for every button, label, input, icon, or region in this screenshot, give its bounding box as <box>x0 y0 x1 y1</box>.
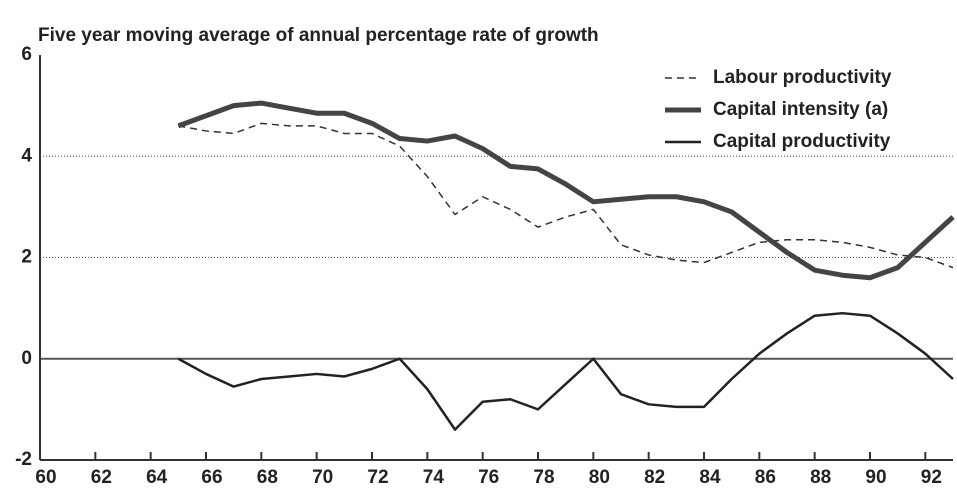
series-line <box>177 311 954 431</box>
x-tick-label: 62 <box>91 467 112 488</box>
x-tick-label: 84 <box>699 467 721 488</box>
y-tick-label: 2 <box>21 247 32 268</box>
x-tick-label: 92 <box>921 467 942 488</box>
legend-label: Capital intensity (a) <box>713 99 888 120</box>
x-tick-label: 74 <box>423 467 445 488</box>
y-tick-label: 4 <box>21 145 32 166</box>
x-tick-label: 78 <box>533 467 554 488</box>
x-tick-label: 86 <box>755 467 776 488</box>
y-tick-label: -2 <box>15 449 32 470</box>
x-tick-label: 82 <box>644 467 665 488</box>
series-line <box>177 100 955 281</box>
x-tick-label: 66 <box>201 467 222 488</box>
y-tick-label: 6 <box>21 44 32 65</box>
x-tick-label: 88 <box>810 467 831 488</box>
series-line <box>178 122 954 269</box>
x-tick-label: 60 <box>35 467 56 488</box>
x-tick-label: 68 <box>257 467 278 488</box>
x-tick-label: 80 <box>589 467 610 488</box>
x-tick-label: 64 <box>146 467 168 488</box>
legend-label: Capital productivity <box>713 131 891 152</box>
x-tick-label: 70 <box>312 467 333 488</box>
x-tick-label: 72 <box>367 467 388 488</box>
x-tick-label: 76 <box>478 467 499 488</box>
legend-label: Labour productivity <box>713 67 892 88</box>
x-tick-label: 90 <box>865 467 886 488</box>
y-tick-label: 0 <box>21 348 32 369</box>
chart-title: Five year moving average of annual perce… <box>38 25 599 46</box>
